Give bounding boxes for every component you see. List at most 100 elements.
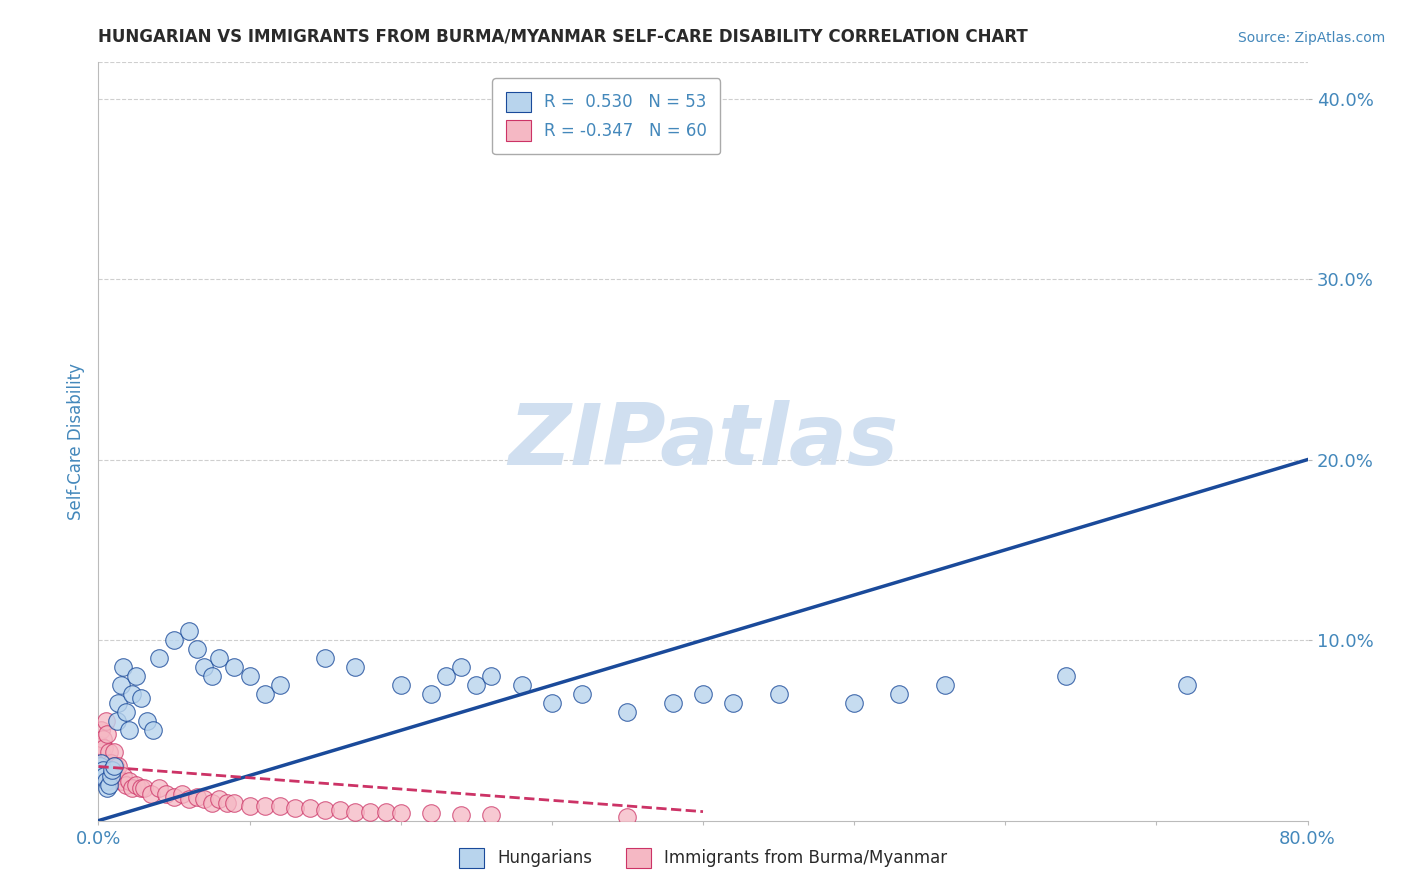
- Point: [91, 768, 114, 782]
- Point: [129, 690, 152, 705]
- Text: Source: ZipAtlas.com: Source: ZipAtlas.com: [1237, 31, 1385, 45]
- Point: [844, 696, 866, 710]
- Point: [420, 806, 443, 821]
- Point: [253, 687, 276, 701]
- Point: [284, 801, 307, 815]
- Point: [96, 727, 118, 741]
- Point: [481, 669, 503, 683]
- Point: [224, 660, 246, 674]
- Point: [129, 781, 152, 796]
- Point: [96, 781, 118, 796]
- Point: [768, 687, 790, 701]
- Point: [98, 778, 121, 792]
- Point: [100, 756, 122, 770]
- Point: [540, 696, 562, 710]
- Point: [90, 759, 112, 773]
- Point: [89, 738, 111, 752]
- Legend: Hungarians, Immigrants from Burma/Myanmar: Hungarians, Immigrants from Burma/Myanma…: [453, 841, 953, 875]
- Point: [170, 787, 193, 801]
- Point: [193, 660, 215, 674]
- Point: [201, 796, 224, 810]
- Point: [121, 687, 143, 701]
- Point: [616, 706, 638, 720]
- Point: [269, 799, 291, 814]
- Point: [186, 790, 208, 805]
- Point: [208, 792, 231, 806]
- Point: [105, 714, 128, 729]
- Point: [118, 773, 141, 788]
- Point: [299, 801, 322, 815]
- Point: [344, 660, 367, 674]
- Point: [465, 678, 488, 692]
- Point: [142, 723, 165, 738]
- Point: [98, 773, 121, 788]
- Point: [90, 745, 112, 759]
- Point: [179, 792, 201, 806]
- Point: [96, 768, 118, 782]
- Point: [148, 781, 170, 796]
- Y-axis label: Self-Care Disability: Self-Care Disability: [66, 363, 84, 520]
- Point: [889, 687, 911, 701]
- Point: [101, 763, 124, 777]
- Point: [163, 790, 186, 805]
- Point: [114, 778, 136, 792]
- Point: [94, 714, 117, 729]
- Point: [239, 669, 262, 683]
- Point: [135, 714, 157, 729]
- Point: [94, 773, 117, 788]
- Point: [93, 768, 115, 782]
- Point: [110, 773, 132, 788]
- Point: [105, 768, 128, 782]
- Point: [91, 732, 114, 747]
- Point: [692, 687, 714, 701]
- Point: [110, 678, 132, 692]
- Point: [114, 706, 136, 720]
- Point: [148, 651, 170, 665]
- Point: [314, 651, 336, 665]
- Point: [155, 787, 177, 801]
- Point: [107, 759, 129, 773]
- Point: [934, 678, 956, 692]
- Point: [101, 759, 124, 773]
- Point: [111, 660, 134, 674]
- Point: [269, 678, 291, 692]
- Point: [125, 669, 148, 683]
- Point: [434, 669, 457, 683]
- Point: [89, 750, 111, 764]
- Point: [104, 759, 127, 773]
- Point: [201, 669, 224, 683]
- Point: [661, 696, 683, 710]
- Point: [239, 799, 262, 814]
- Point: [510, 678, 533, 692]
- Point: [125, 778, 148, 792]
- Point: [141, 787, 163, 801]
- Point: [616, 810, 638, 824]
- Point: [723, 696, 745, 710]
- Point: [94, 756, 117, 770]
- Point: [132, 781, 155, 796]
- Point: [208, 651, 231, 665]
- Point: [374, 805, 396, 819]
- Point: [103, 759, 125, 773]
- Point: [107, 696, 129, 710]
- Point: [571, 687, 593, 701]
- Point: [91, 763, 114, 777]
- Point: [118, 723, 141, 738]
- Point: [215, 796, 238, 810]
- Point: [89, 763, 111, 777]
- Point: [103, 745, 125, 759]
- Point: [93, 763, 115, 777]
- Point: [1175, 678, 1198, 692]
- Point: [186, 642, 208, 657]
- Point: [98, 745, 121, 759]
- Point: [90, 756, 112, 770]
- Point: [111, 768, 134, 782]
- Point: [90, 723, 112, 738]
- Point: [224, 796, 246, 810]
- Point: [193, 792, 215, 806]
- Point: [1054, 669, 1077, 683]
- Point: [103, 768, 125, 782]
- Point: [163, 633, 186, 648]
- Point: [89, 759, 111, 773]
- Point: [179, 624, 201, 639]
